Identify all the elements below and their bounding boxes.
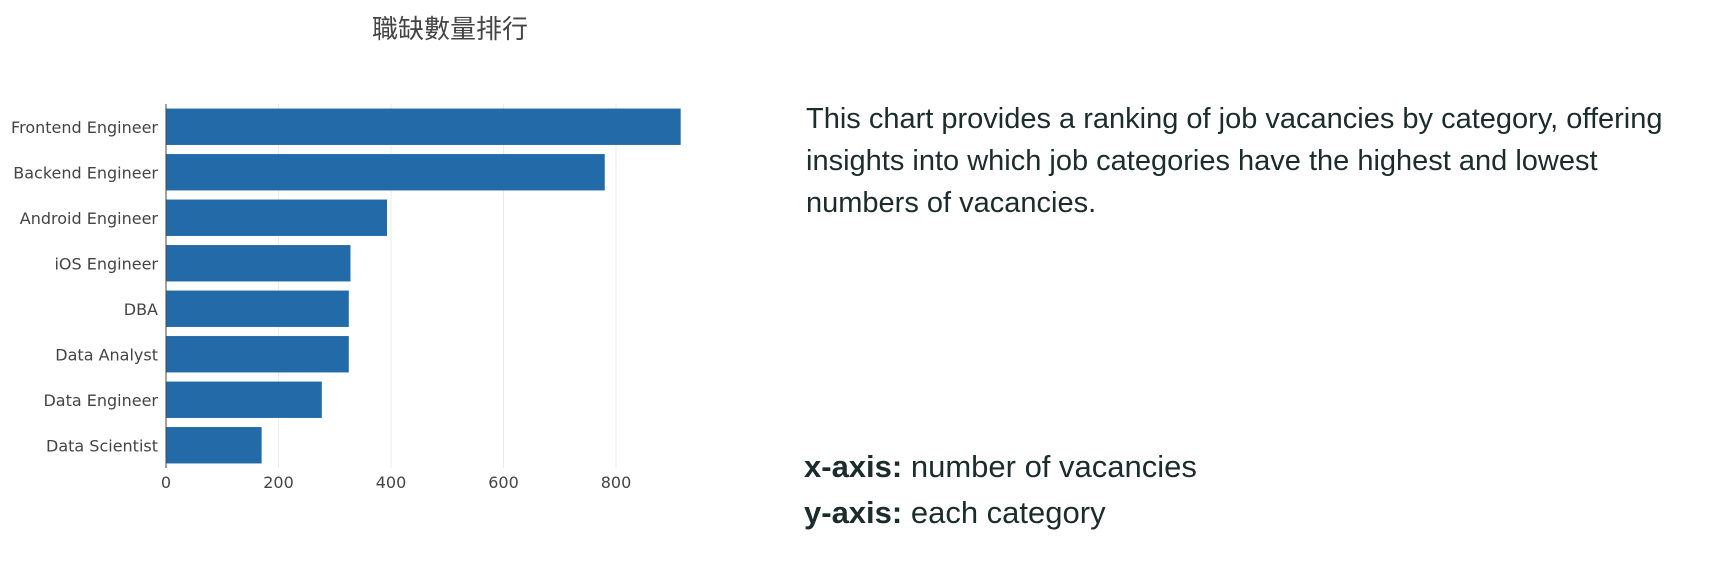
category-label: Data Scientist bbox=[46, 436, 158, 455]
bar bbox=[166, 108, 681, 145]
bar bbox=[166, 154, 605, 191]
bar bbox=[166, 199, 388, 236]
category-label: DBA bbox=[124, 300, 158, 319]
bars bbox=[166, 108, 681, 464]
bar bbox=[166, 336, 349, 373]
category-label: Data Analyst bbox=[55, 345, 158, 364]
x-tick-label: 400 bbox=[376, 473, 407, 492]
x-tick-label: 200 bbox=[263, 473, 294, 492]
x-tick-label: 600 bbox=[488, 473, 519, 492]
y-axis-note-key: y-axis: bbox=[804, 495, 903, 530]
x-tick-label: 0 bbox=[161, 473, 171, 492]
x-axis-note: x-axis: number of vacancies bbox=[804, 444, 1197, 490]
x-tick-label: 800 bbox=[601, 473, 632, 492]
bar bbox=[166, 381, 322, 418]
category-label: Frontend Engineer bbox=[11, 118, 158, 137]
bar bbox=[166, 427, 262, 464]
y-axis-note: y-axis: each category bbox=[804, 490, 1197, 536]
chart-description: This chart provides a ranking of job vac… bbox=[806, 103, 1663, 219]
axis-notes: x-axis: number of vacancies y-axis: each… bbox=[804, 444, 1197, 536]
chart-canvas: 職缺數量排行 Frontend Engineer Backend Engineer… bbox=[11, 15, 681, 492]
category-labels: Frontend Engineer Backend Engineer Android… bbox=[11, 118, 158, 456]
category-label: iOS Engineer bbox=[54, 254, 158, 273]
bar bbox=[166, 245, 351, 282]
bar-chart: 職缺數量排行 Frontend Engineer Backend Engineer… bbox=[0, 0, 780, 574]
y-axis-note-value: each category bbox=[902, 495, 1106, 530]
category-label: Data Engineer bbox=[43, 391, 158, 410]
category-label: Backend Engineer bbox=[13, 163, 158, 182]
chart-title: 職缺數量排行 bbox=[372, 15, 528, 45]
category-label: Android Engineer bbox=[20, 209, 159, 228]
x-tick-labels: 0 200 400 600 800 bbox=[161, 473, 631, 492]
bar bbox=[166, 290, 349, 327]
x-axis-note-value: number of vacancies bbox=[902, 449, 1197, 484]
x-axis-note-key: x-axis: bbox=[804, 449, 903, 484]
